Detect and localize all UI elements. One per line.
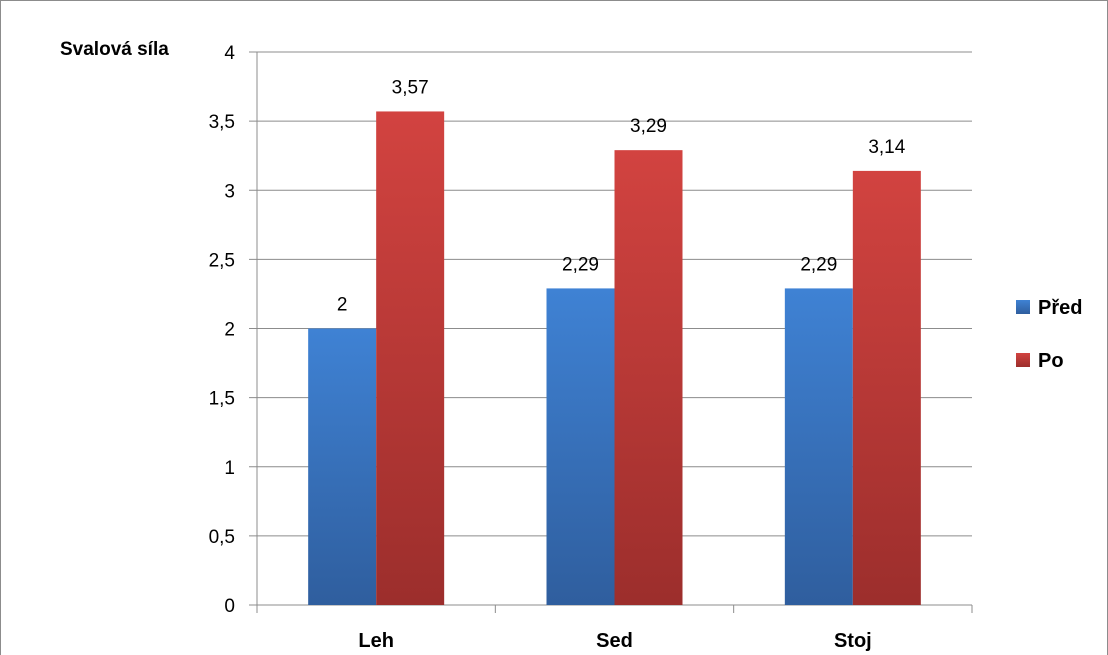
y-tick-label: 1 xyxy=(224,458,235,479)
y-tick-label: 2,5 xyxy=(209,250,235,271)
y-axis-ticks: 0 0,5 1 1,5 2 2,5 3 3,5 4 xyxy=(209,43,236,617)
bars xyxy=(308,111,921,605)
bar-0-1 xyxy=(547,288,615,605)
y-axis-title: Svalová síla xyxy=(60,39,169,60)
x-category-label: Sed xyxy=(596,630,633,652)
bar-data-label: 3,29 xyxy=(630,116,667,137)
x-category-label: Leh xyxy=(358,630,394,652)
legend-swatch xyxy=(1016,353,1030,367)
bar-data-label: 2,29 xyxy=(562,254,599,275)
y-tick-label: 4 xyxy=(224,43,235,64)
bar-1-1 xyxy=(615,150,683,605)
bar-data-label: 3,14 xyxy=(868,137,905,158)
legend-label: Před xyxy=(1038,297,1082,319)
bar-0-2 xyxy=(785,288,853,605)
y-tick-label: 1,5 xyxy=(209,389,235,410)
y-tick-label: 2 xyxy=(224,320,235,341)
legend-swatch xyxy=(1016,300,1030,314)
bar-data-label: 3,57 xyxy=(392,77,429,98)
y-tick-label: 3 xyxy=(224,181,235,202)
legend: Před Po xyxy=(1016,297,1082,372)
y-tick-label: 0 xyxy=(224,596,235,617)
legend-label: Po xyxy=(1038,350,1064,372)
y-tick-label: 3,5 xyxy=(209,112,235,133)
bar-1-0 xyxy=(376,111,444,605)
x-axis-categories: Leh Sed Stoj xyxy=(358,630,871,652)
y-tick-label: 0,5 xyxy=(209,527,235,548)
bar-data-label: 2 xyxy=(337,295,348,316)
bar-data-label: 2,29 xyxy=(800,254,837,275)
bar-1-2 xyxy=(853,171,921,605)
bar-0-0 xyxy=(308,329,376,606)
x-category-label: Stoj xyxy=(834,630,872,652)
